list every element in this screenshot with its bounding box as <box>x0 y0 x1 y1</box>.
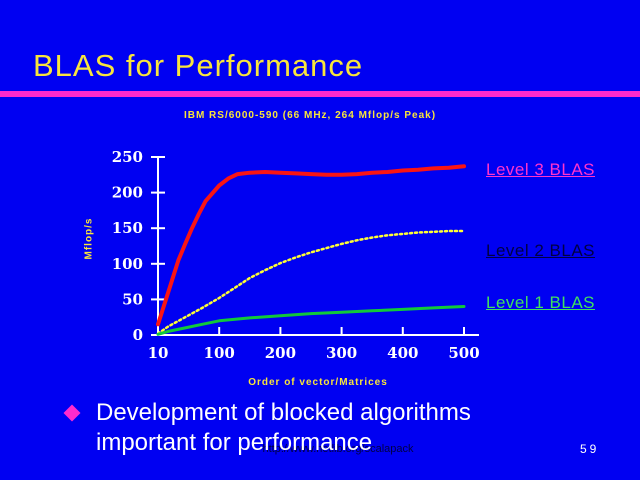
y-tick-label: 150 <box>112 219 143 237</box>
y-tick-label: 200 <box>112 184 143 202</box>
footer-url-link[interactable]: http://www.netlib.org/scalapack <box>262 443 414 455</box>
legend-label-level-3-blas[interactable]: Level 3 BLAS <box>486 160 596 179</box>
x-tick-label: 300 <box>326 344 357 362</box>
x-tick-label: 200 <box>265 344 296 362</box>
y-tick-label: 100 <box>112 255 143 273</box>
bullet-text: Development of blocked algorithms import… <box>96 398 566 458</box>
title-underline-rule <box>0 91 640 97</box>
x-tick-label: 10 <box>148 344 169 362</box>
series-line-level-1-blas <box>156 305 466 336</box>
x-tick-label: 500 <box>448 344 479 362</box>
chart-title: IBM RS/6000-590 (66 MHz, 264 Mflop/s Pea… <box>183 110 437 121</box>
x-axis-title: Order of vector/Matrices <box>248 377 388 388</box>
y-tick-label: 0 <box>133 326 143 344</box>
y-tick-label: 50 <box>122 290 143 308</box>
diamond-bullet-icon <box>63 404 81 422</box>
x-tick-label: 100 <box>204 344 235 362</box>
slide-title: BLAS for Performance <box>33 48 364 83</box>
y-axis-title: Mflop/s <box>83 217 95 260</box>
series-line-level-3-blas <box>156 164 466 327</box>
x-tick-label: 400 <box>387 344 418 362</box>
series-line-level-2-blas <box>156 229 466 335</box>
page-number: 59 <box>580 442 600 456</box>
y-tick-label: 250 <box>112 148 143 166</box>
bullet-text-line2: important for performance <box>96 429 373 456</box>
legend-label-level-2-blas[interactable]: Level 2 BLAS <box>486 241 596 260</box>
bullet-text-line1: Development of blocked algorithms <box>96 399 471 426</box>
legend-label-level-1-blas[interactable]: Level 1 BLAS <box>486 293 596 312</box>
